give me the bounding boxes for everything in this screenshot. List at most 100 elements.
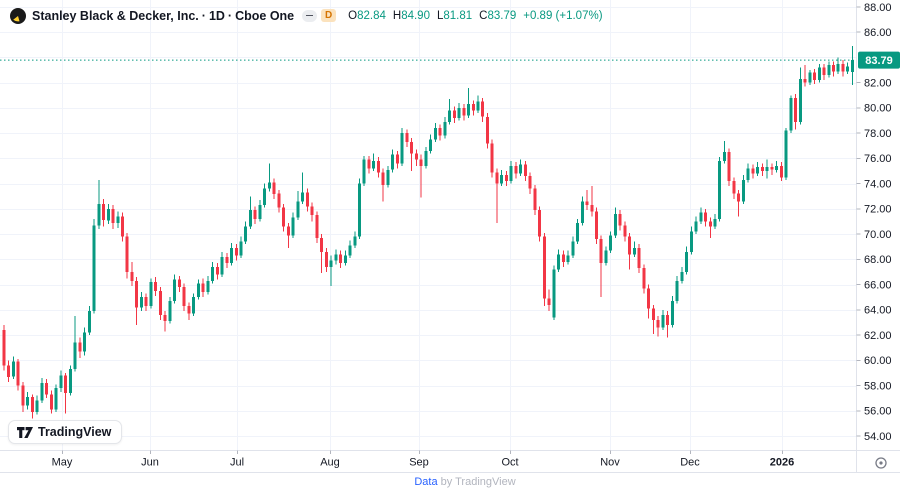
candle-body bbox=[277, 193, 281, 208]
candle-body bbox=[353, 236, 357, 246]
candle-body bbox=[372, 160, 376, 169]
candle-body bbox=[386, 169, 390, 185]
candle-body bbox=[604, 250, 608, 264]
collapse-legend-button[interactable] bbox=[302, 9, 318, 22]
candle-body bbox=[419, 159, 423, 166]
price-tick-label: 78.00 bbox=[864, 128, 892, 140]
candle-body bbox=[452, 110, 456, 119]
candle-body bbox=[443, 121, 447, 136]
candle-body bbox=[343, 255, 347, 264]
candle-body bbox=[111, 208, 115, 223]
high-label: H bbox=[392, 9, 402, 22]
candle-body bbox=[666, 314, 670, 325]
candle-wick bbox=[164, 311, 166, 332]
candle-body bbox=[206, 280, 210, 293]
delayed-data-badge[interactable]: D bbox=[321, 9, 337, 22]
tradingview-logo-icon bbox=[17, 426, 33, 438]
candle-body bbox=[685, 251, 689, 272]
data-link[interactable]: Data bbox=[414, 476, 438, 488]
candle-body bbox=[722, 152, 726, 161]
candle-body bbox=[192, 297, 196, 314]
current-price-badge: 83.79 bbox=[858, 51, 900, 69]
candle-body bbox=[258, 205, 262, 219]
candle-body bbox=[149, 282, 153, 307]
price-tick-label: 62.00 bbox=[864, 330, 892, 342]
ohlc-readout: O 82.84 H 84.90 L 81.81 C 83.79 +0.89 (+1.07… bbox=[348, 10, 602, 22]
candle-body bbox=[552, 269, 556, 318]
price-tick-label: 80.00 bbox=[864, 103, 892, 115]
candle-body bbox=[381, 172, 385, 185]
candle-wick bbox=[330, 255, 332, 286]
candle-body bbox=[637, 248, 641, 269]
candle-body bbox=[173, 279, 177, 301]
candle-body bbox=[836, 63, 840, 72]
candle-body bbox=[571, 241, 575, 256]
candle-body bbox=[78, 342, 82, 352]
candle-body bbox=[817, 67, 821, 81]
time-tick-label: Jun bbox=[141, 457, 159, 469]
candle-body bbox=[286, 226, 290, 236]
attribution-text: by TradingView bbox=[437, 476, 516, 488]
price-tick-label: 68.00 bbox=[864, 254, 892, 266]
exchange-label[interactable]: Cboe One bbox=[235, 8, 295, 23]
candle-body bbox=[727, 152, 731, 182]
candle-body bbox=[580, 201, 584, 223]
candle-body bbox=[73, 342, 77, 370]
candle-body bbox=[54, 388, 58, 410]
candle-body bbox=[358, 183, 361, 237]
price-axis[interactable]: 88.00 86.00 82.00 80.00 78.00 76.00 74.00 72.00… bbox=[856, 2, 892, 443]
candle-body bbox=[225, 256, 229, 264]
candle-body bbox=[315, 215, 319, 238]
candle-body bbox=[467, 104, 471, 116]
candle-body bbox=[566, 255, 570, 262]
candle-body bbox=[490, 143, 494, 173]
candle-body bbox=[595, 211, 598, 240]
candle-body bbox=[689, 231, 693, 252]
candle-body bbox=[632, 248, 636, 255]
candle-body bbox=[163, 314, 167, 322]
candle-body bbox=[310, 206, 314, 216]
scale-settings-button[interactable] bbox=[873, 455, 888, 470]
candle-body bbox=[561, 254, 565, 262]
time-axis[interactable]: May Jun Jul Aug Sep Oct Nov Dec 2026 bbox=[52, 450, 795, 469]
interval-label[interactable]: 1D bbox=[208, 8, 225, 23]
candle-body bbox=[21, 385, 25, 406]
candle-body bbox=[557, 254, 561, 270]
candle-body bbox=[680, 272, 684, 281]
candle-body bbox=[613, 213, 617, 236]
tradingview-watermark[interactable]: TradingView bbox=[8, 420, 123, 444]
candle-body bbox=[395, 154, 399, 164]
time-tick-label: Nov bbox=[600, 457, 620, 469]
candle-body bbox=[756, 167, 760, 174]
high-value: 84.90 bbox=[401, 9, 430, 22]
candle-body bbox=[187, 306, 191, 314]
candle-wick bbox=[738, 190, 740, 217]
candles-layer[interactable] bbox=[2, 46, 854, 419]
candle-body bbox=[87, 311, 91, 333]
candle-body bbox=[547, 298, 551, 305]
time-tick-label: May bbox=[52, 457, 73, 469]
candle-body bbox=[628, 236, 632, 255]
candle-body bbox=[827, 65, 831, 76]
candle-body bbox=[68, 369, 72, 394]
candle-body bbox=[410, 142, 414, 154]
title-separator-2: · bbox=[227, 8, 233, 23]
candle-body bbox=[7, 365, 11, 377]
candle-body bbox=[528, 176, 532, 189]
candle-body bbox=[476, 101, 480, 111]
candle-body bbox=[751, 168, 755, 174]
data-attribution: Data by TradingView bbox=[414, 476, 515, 488]
candle-body bbox=[182, 287, 186, 306]
candle-body bbox=[590, 205, 594, 212]
candle-wick bbox=[709, 217, 711, 238]
candle-body bbox=[239, 241, 243, 256]
candle-body bbox=[500, 174, 504, 184]
candle-body bbox=[798, 78, 802, 122]
candle-body bbox=[64, 375, 68, 394]
candle-body bbox=[789, 97, 793, 131]
candle-body bbox=[168, 301, 172, 322]
candle-body bbox=[348, 245, 352, 256]
symbol-title[interactable]: Stanley Black & Decker, Inc. bbox=[32, 8, 199, 23]
